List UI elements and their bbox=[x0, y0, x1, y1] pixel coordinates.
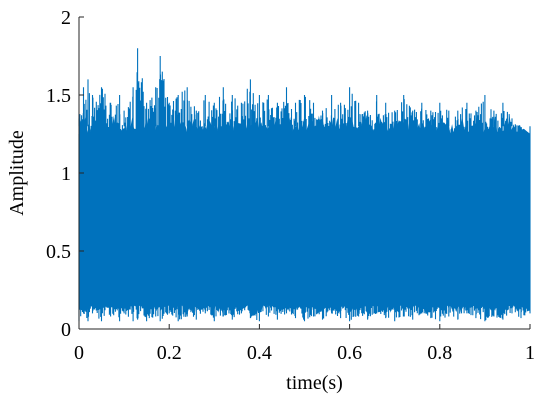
y-tick-label: 1.5 bbox=[46, 85, 71, 107]
y-axis-ticks: 0 0.5 1 1.5 2 bbox=[46, 7, 84, 341]
x-tick-label: 0.8 bbox=[427, 342, 452, 364]
x-tick-label: 0.2 bbox=[157, 342, 182, 364]
x-axis-ticks: 0 0.2 0.4 0.6 0.8 1 bbox=[74, 324, 535, 364]
x-tick-label: 0.4 bbox=[247, 342, 272, 364]
y-tick-label: 0 bbox=[61, 319, 71, 341]
x-tick-label: 1 bbox=[525, 342, 535, 364]
x-axis-label: time(s) bbox=[286, 372, 343, 394]
y-axis-label: Amplitude bbox=[6, 130, 28, 216]
plot-area bbox=[78, 48, 531, 322]
x-tick-label: 0 bbox=[74, 342, 84, 364]
signal-oscillations bbox=[78, 48, 531, 322]
y-tick-label: 2 bbox=[61, 7, 71, 29]
x-tick-label: 0.6 bbox=[337, 342, 362, 364]
y-tick-label: 1 bbox=[61, 163, 71, 185]
y-tick-label: 0.5 bbox=[46, 241, 71, 263]
